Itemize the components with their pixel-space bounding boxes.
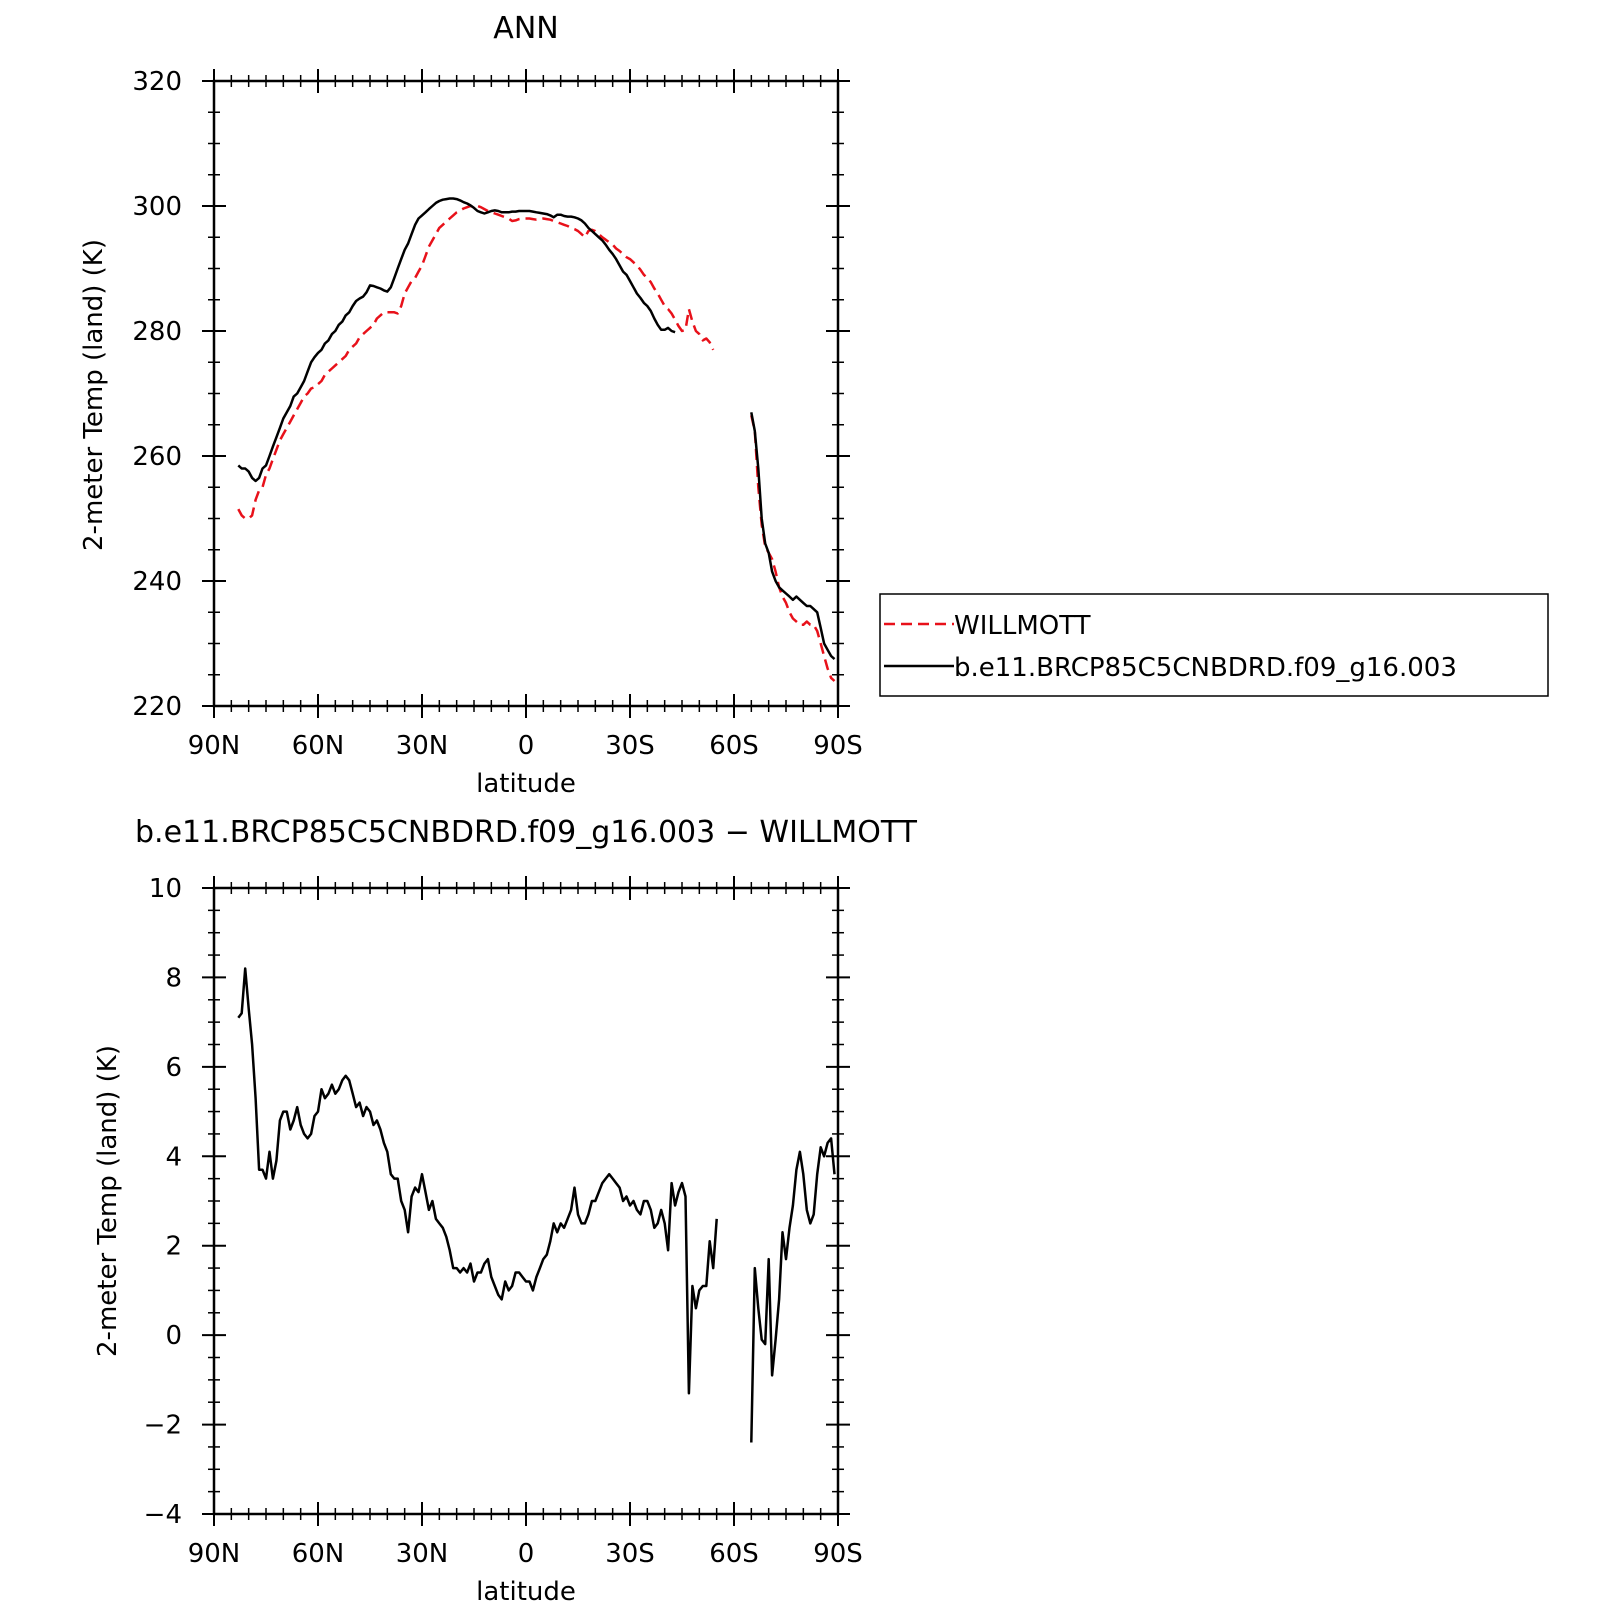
x-tick-label: 60S <box>709 1539 759 1569</box>
x-tick-label: 60N <box>292 731 345 761</box>
panel-top: ANN 90N 60N 30N 0 30S 60S 90S 220 240 260 280 300 320… <box>79 11 863 799</box>
x-tick-label: 0 <box>518 731 535 761</box>
x-tick-label: 30S <box>605 731 655 761</box>
x-tick-label: 30N <box>396 1539 449 1569</box>
x-tick-label: 30S <box>605 1539 655 1569</box>
series-line-0-seg-0 <box>237 204 715 520</box>
panel-bottom: b.e11.BRCP85C5CNBDRD.f09_g16.003 − WILLM… <box>93 815 918 1607</box>
plot-frame <box>212 886 840 1516</box>
x-tick-label: 60S <box>709 731 759 761</box>
x-tick-label: 90N <box>188 731 241 761</box>
y-tick-label: 10 <box>149 874 182 904</box>
legend-entry-0: WILLMOTT <box>954 611 1091 641</box>
y-tick-label: 8 <box>165 963 182 993</box>
y-tick-label: 280 <box>132 317 182 347</box>
x-tick-label: 90S <box>813 731 863 761</box>
y-tick-label: 260 <box>132 442 182 472</box>
y-tick-label: 2 <box>165 1232 182 1262</box>
y-tick-label: −4 <box>144 1500 182 1530</box>
x-tick-label: 90N <box>188 1539 241 1569</box>
series-line-1-seg-0 <box>237 197 676 483</box>
x-axis-label: latitude <box>476 769 576 799</box>
series-line-0-seg-1 <box>750 415 836 682</box>
series-group <box>237 197 836 682</box>
y-tick-label: 4 <box>165 1142 182 1172</box>
series-line-0-seg-0 <box>237 967 718 1395</box>
x-tick-label: 0 <box>518 1539 535 1569</box>
chart-title: b.e11.BRCP85C5CNBDRD.f09_g16.003 − WILLM… <box>135 815 918 850</box>
y-tick-label: 320 <box>132 67 182 97</box>
y-tick-label: 220 <box>132 692 182 722</box>
legend-box <box>879 593 1549 697</box>
y-tick-label: 6 <box>165 1053 182 1083</box>
chart-title: ANN <box>493 11 558 46</box>
legend: WILLMOTT b.e11.BRCP85C5CNBDRD.f09_g16.00… <box>879 593 1549 697</box>
series-line-0-seg-1 <box>750 1137 836 1443</box>
x-tick-label: 60N <box>292 1539 345 1569</box>
y-tick-label: 240 <box>132 567 182 597</box>
y-tick-label: 0 <box>165 1321 182 1351</box>
y-axis-label: 2-meter Temp (land) (K) <box>93 1045 123 1357</box>
y-tick-label: 300 <box>132 192 182 222</box>
x-tick-label: 90S <box>813 1539 863 1569</box>
y-tick-label: −2 <box>144 1411 182 1441</box>
x-axis-label: latitude <box>476 1577 576 1607</box>
series-group <box>237 967 836 1443</box>
series-line-1-seg-1 <box>750 412 836 661</box>
y-axis-label: 2-meter Temp (land) (K) <box>79 239 109 551</box>
legend-entry-1: b.e11.BRCP85C5CNBDRD.f09_g16.003 <box>954 653 1457 683</box>
x-tick-label: 30N <box>396 731 449 761</box>
